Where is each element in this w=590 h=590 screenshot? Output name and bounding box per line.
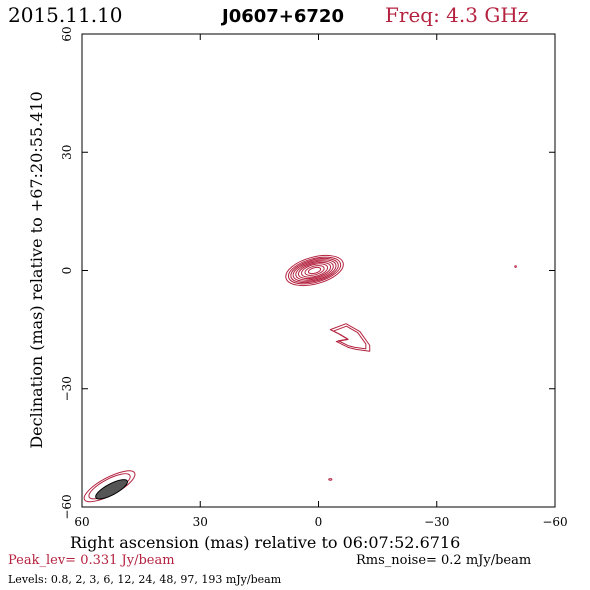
core-contour — [297, 261, 332, 280]
x-tick-label: −60 — [542, 515, 567, 529]
core-contour — [304, 265, 325, 276]
contour-levels: Levels: 0.8, 2, 3, 6, 12, 24, 48, 97, 19… — [8, 573, 282, 586]
y-tick-label: 60 — [60, 26, 74, 41]
x-tick-label: 60 — [74, 515, 89, 529]
y-tick-label: 0 — [60, 267, 74, 275]
core-contour — [292, 259, 337, 282]
y-tick-label: −60 — [60, 494, 74, 519]
core-contour — [285, 254, 344, 287]
core-contour — [301, 263, 329, 278]
y-axis-label: Declination (mas) relative to +67:20:55.… — [27, 91, 46, 448]
core-contour — [290, 257, 339, 284]
restoring-beam — [95, 479, 128, 500]
x-tick-label: −30 — [424, 515, 449, 529]
y-tick-label: 30 — [60, 145, 74, 160]
x-tick-label: 30 — [193, 515, 208, 529]
core-contour — [307, 266, 322, 275]
contour-layer — [83, 254, 517, 503]
jet-knot-contour — [333, 325, 367, 350]
noise-spot-south-contour — [328, 478, 333, 481]
x-axis-label: Right ascension (mas) relative to 06:07:… — [70, 533, 461, 552]
axis-ticks: 60 30 0 −30 −60 −60 −30 0 30 60 — [60, 26, 568, 529]
peak-level: Peak_lev= 0.331 Jy/beam — [8, 553, 175, 568]
x-tick-label: 0 — [315, 515, 323, 529]
rms-noise: Rms_noise= 0.2 mJy/beam — [356, 553, 532, 568]
observation-date: 2015.11.10 — [8, 3, 123, 27]
source-name: J0607+6720 — [222, 6, 344, 27]
core-contour — [287, 256, 342, 285]
plot-frame — [81, 33, 556, 508]
core-contour — [295, 260, 334, 281]
y-tick-label: −30 — [60, 376, 74, 401]
noise-spot-east-contour — [514, 265, 517, 268]
frequency-label: Freq: 4.3 GHz — [385, 3, 529, 27]
